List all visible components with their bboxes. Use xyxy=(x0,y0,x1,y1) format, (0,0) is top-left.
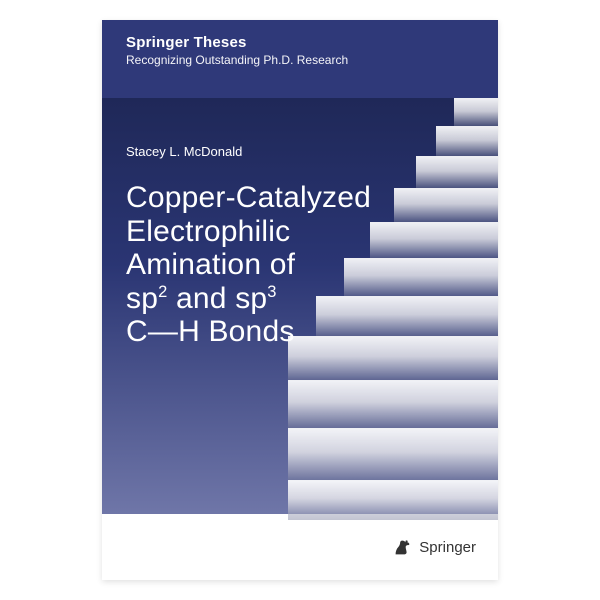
publisher-name: Springer xyxy=(419,539,476,556)
stair-step xyxy=(288,480,498,520)
title-line-2: Electrophilic xyxy=(126,215,290,248)
title-line-5: C—H Bonds xyxy=(126,315,295,348)
title-line-1: Copper-Catalyzed xyxy=(126,181,371,214)
series-subtitle: Recognizing Outstanding Ph.D. Research xyxy=(126,53,474,67)
series-title: Springer Theses xyxy=(126,34,474,51)
series-band: Springer Theses Recognizing Outstanding … xyxy=(102,20,498,98)
title-line-4: sp2 and sp3 xyxy=(126,282,277,315)
springer-horse-icon xyxy=(391,536,413,558)
book-cover: Springer Theses Recognizing Outstanding … xyxy=(102,20,498,580)
stair-step xyxy=(288,428,498,480)
author-name: Stacey L. McDonald xyxy=(126,98,474,159)
publisher-block: Springer xyxy=(391,536,476,558)
stair-step xyxy=(288,380,498,428)
book-title: Copper-Catalyzed Electrophilic Amination… xyxy=(126,181,474,349)
title-line-3: Amination of xyxy=(126,248,295,281)
main-area: Stacey L. McDonald Copper-Catalyzed Elec… xyxy=(102,98,498,514)
publisher-band: Springer xyxy=(102,514,498,580)
